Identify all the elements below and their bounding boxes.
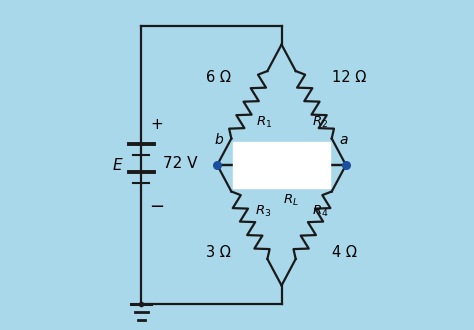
Text: $R_1$: $R_1$: [256, 115, 272, 130]
Text: 4 Ω: 4 Ω: [332, 245, 357, 260]
Text: 72 V: 72 V: [163, 156, 197, 171]
Text: $+$: $+$: [150, 117, 163, 132]
Text: $R_3$: $R_3$: [255, 204, 272, 218]
Text: $R_2$: $R_2$: [312, 115, 328, 130]
Text: 12 Ω: 12 Ω: [332, 70, 366, 85]
Text: $E$: $E$: [111, 157, 123, 173]
Text: 6 Ω: 6 Ω: [206, 70, 231, 85]
Text: $R_L$: $R_L$: [283, 193, 299, 208]
Text: 3 Ω: 3 Ω: [207, 245, 231, 260]
FancyBboxPatch shape: [233, 142, 330, 188]
Text: $a$: $a$: [339, 133, 349, 147]
Text: $R_4$: $R_4$: [312, 204, 328, 218]
Polygon shape: [75, 3, 397, 327]
Text: $b$: $b$: [214, 132, 224, 147]
Text: $-$: $-$: [148, 196, 164, 214]
